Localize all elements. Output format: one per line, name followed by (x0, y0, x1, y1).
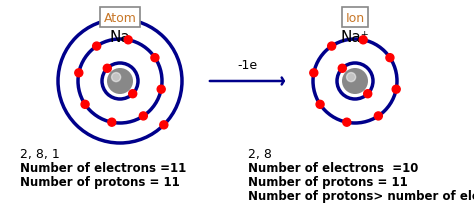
Text: Number of electrons =11: Number of electrons =11 (20, 161, 186, 174)
Text: Number of protons = 11: Number of protons = 11 (20, 175, 180, 188)
Circle shape (374, 112, 383, 120)
Circle shape (310, 70, 318, 78)
Circle shape (392, 86, 400, 94)
Circle shape (139, 112, 147, 120)
Circle shape (359, 37, 367, 45)
Text: -1e: -1e (237, 59, 257, 72)
Text: Na: Na (109, 30, 130, 45)
Circle shape (157, 86, 165, 94)
Text: 2, 8: 2, 8 (248, 147, 272, 160)
Circle shape (81, 101, 89, 109)
Text: Atom: Atom (103, 11, 137, 24)
Circle shape (338, 65, 346, 73)
Circle shape (386, 54, 394, 62)
Circle shape (111, 73, 121, 82)
Circle shape (108, 119, 116, 126)
Text: Number of protons> number of electrons: Number of protons> number of electrons (248, 189, 474, 202)
Text: Number of electrons  =10: Number of electrons =10 (248, 161, 419, 174)
Circle shape (342, 69, 368, 94)
Circle shape (75, 70, 83, 78)
Circle shape (151, 54, 159, 62)
Circle shape (328, 43, 336, 51)
Circle shape (316, 101, 324, 109)
Text: Na⁺: Na⁺ (341, 30, 369, 45)
Circle shape (129, 90, 137, 98)
Text: Ion: Ion (346, 11, 365, 24)
Circle shape (92, 43, 100, 51)
Circle shape (160, 121, 168, 129)
Circle shape (364, 90, 372, 98)
Circle shape (124, 37, 132, 45)
Circle shape (107, 69, 133, 94)
Text: 2, 8, 1: 2, 8, 1 (20, 147, 60, 160)
Circle shape (103, 65, 111, 73)
Circle shape (346, 73, 356, 82)
Circle shape (343, 119, 351, 126)
Text: Number of protons = 11: Number of protons = 11 (248, 175, 408, 188)
